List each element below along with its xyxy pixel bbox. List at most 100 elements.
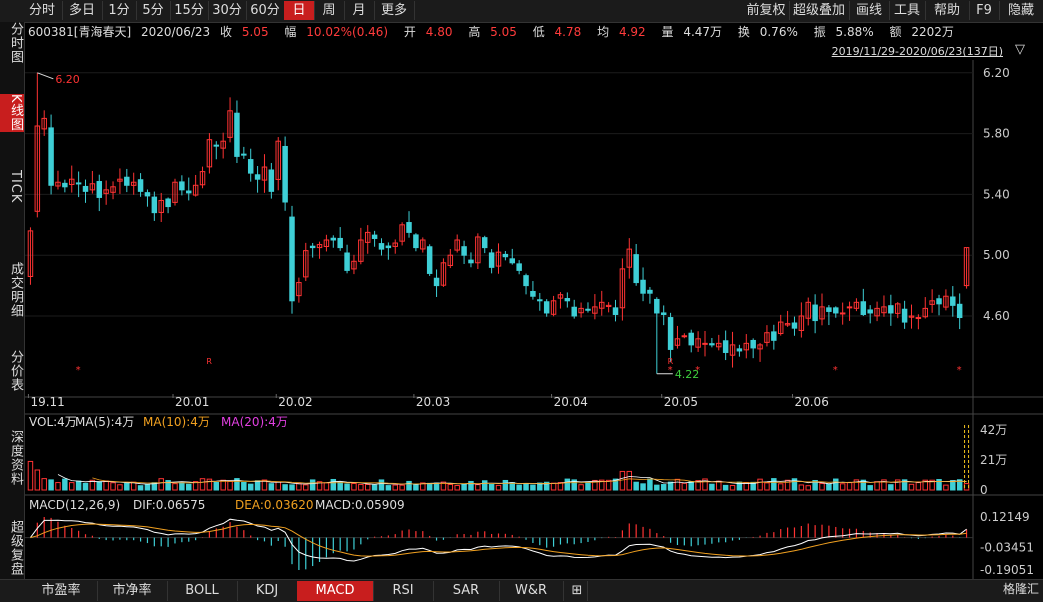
candle-body: [303, 250, 309, 278]
toolbar-button-3[interactable]: 工具: [889, 1, 926, 20]
candle-body: [599, 301, 605, 309]
candle-body: [399, 224, 405, 242]
chevron-down-icon[interactable]: ▽: [1015, 42, 1025, 57]
candle-body: [640, 279, 646, 294]
toolbar-button-4[interactable]: 帮助: [925, 1, 970, 20]
add-tab-icon[interactable]: ⊞: [567, 581, 588, 601]
sidebar-item-4[interactable]: 分价表: [8, 350, 23, 392]
candle-body: [860, 301, 867, 315]
toolbar-button-1[interactable]: 超级叠加: [789, 1, 850, 20]
volume-bar: [172, 483, 178, 491]
volume-bar: [647, 478, 653, 491]
volume-bar: [103, 480, 109, 491]
event-marker: *: [695, 365, 700, 376]
candle-body: [681, 335, 688, 338]
volume-bar: [454, 485, 460, 491]
volume-bar: [722, 484, 729, 491]
volume-bar: [695, 480, 701, 491]
sidebar-item-3[interactable]: 成交明细: [8, 262, 23, 318]
indicator-tab-2[interactable]: BOLL: [167, 581, 238, 601]
indicator-tab-3[interactable]: KDJ: [237, 581, 298, 601]
period-tab-5[interactable]: 30分: [208, 1, 247, 20]
period-tab-6[interactable]: 60分: [246, 1, 285, 20]
toolbar-button-6[interactable]: 隐藏: [999, 1, 1043, 20]
candle-body: [241, 153, 247, 156]
candle-body: [227, 110, 233, 138]
indicator-tab-6[interactable]: SAR: [433, 581, 500, 601]
volume-bar: [55, 482, 61, 491]
turnover-item: 换 0.76%: [737, 25, 798, 39]
volume-bar: [378, 479, 385, 491]
candle-body: [206, 139, 213, 168]
x-tick-label: 20.04: [554, 395, 588, 409]
volume-bar: [124, 482, 130, 491]
toolbar-button-2[interactable]: 画线: [849, 1, 890, 20]
volume-bar: [144, 484, 151, 491]
volume-bar: [771, 478, 777, 491]
date-range-link[interactable]: 2019/11/29-2020/06/23(137日): [831, 45, 1003, 58]
volume-bar: [371, 484, 378, 491]
sidebar-item-1[interactable]: K线图: [0, 94, 24, 132]
candle-body: [950, 296, 956, 306]
volume-bar: [234, 478, 240, 491]
period-tab-3[interactable]: 5分: [136, 1, 171, 20]
volume-bar: [681, 482, 688, 491]
candle-body: [213, 144, 220, 147]
period-tab-7[interactable]: 日: [284, 1, 315, 20]
period-tab-4[interactable]: 15分: [170, 1, 209, 20]
indicator-tab-5[interactable]: RSI: [373, 581, 434, 601]
indicator-tab-7[interactable]: W&R: [499, 581, 564, 601]
volume-bar: [550, 482, 557, 491]
candle-body: [674, 338, 681, 346]
candle-body: [901, 308, 908, 323]
volume-bar: [578, 484, 584, 491]
candle-body: [757, 344, 763, 350]
candle-body: [963, 247, 970, 287]
period-tab-9[interactable]: 月: [344, 1, 375, 20]
volume-bar: [351, 483, 357, 491]
candle-body: [323, 239, 330, 247]
candle-body: [881, 306, 887, 314]
candle-body: [922, 307, 928, 318]
macd-indicator-label: DIF:0.06575: [133, 498, 205, 512]
period-tab-0[interactable]: 分时: [22, 1, 63, 20]
candle-body: [124, 176, 130, 186]
volume-bar: [922, 479, 928, 491]
indicator-tab-4[interactable]: MACD: [297, 581, 374, 601]
candle-body: [915, 317, 922, 320]
volume-bar: [303, 484, 309, 491]
period-tab-8[interactable]: 周: [314, 1, 345, 20]
period-tab-1[interactable]: 多日: [62, 1, 103, 20]
sidebar-item-6[interactable]: 超级复盘: [8, 520, 23, 576]
x-tick-label: 20.01: [175, 395, 209, 409]
indicator-tab-0[interactable]: 市盈率: [25, 581, 98, 601]
sidebar-item-2[interactable]: TICK: [8, 170, 23, 204]
candle-body: [908, 315, 915, 318]
sidebar-item-0[interactable]: 分时图: [8, 22, 23, 64]
candle-body: [481, 237, 488, 249]
vol-indicator-label: MA(20):4万: [221, 415, 288, 429]
period-tab-10[interactable]: 更多: [374, 1, 415, 20]
volume-bar: [853, 479, 860, 491]
candle-body: [722, 340, 729, 353]
volume-bar: [764, 482, 770, 491]
volume-bar: [688, 481, 694, 491]
period-tab-2[interactable]: 1分: [102, 1, 137, 20]
y-tick-label: 5.40: [983, 187, 1010, 201]
candle-body: [509, 258, 516, 264]
volume-bar: [461, 483, 467, 491]
volume-bar: [468, 480, 474, 491]
indicator-tab-1[interactable]: 市净率: [97, 581, 168, 601]
volume-bar: [860, 479, 867, 491]
volume-bar: [564, 478, 571, 491]
toolbar-button-5[interactable]: F9: [969, 1, 1000, 20]
volume-bar: [605, 479, 612, 491]
candle-body: [867, 309, 873, 314]
toolbar-button-0[interactable]: 前复权: [743, 1, 790, 20]
sidebar-item-5[interactable]: 深度资料: [8, 430, 23, 486]
candle-body: [468, 259, 474, 264]
macd-indicator-label: MACD(12,26,9): [29, 498, 120, 512]
amount-value: 2202万: [911, 25, 954, 39]
volume-bar: [502, 479, 509, 491]
candle-body: [89, 183, 96, 191]
